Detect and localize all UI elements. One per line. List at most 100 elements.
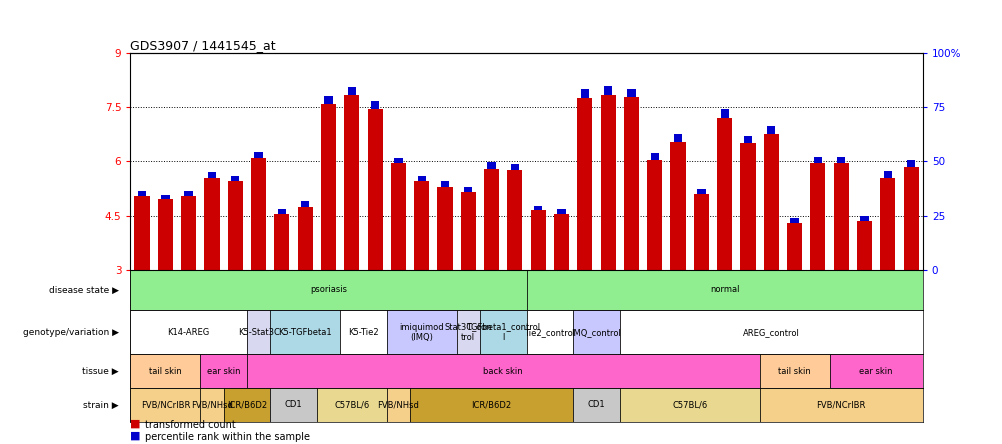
Bar <box>227 181 242 270</box>
Bar <box>787 223 802 270</box>
Text: normal: normal <box>709 285 738 294</box>
Text: disease state ▶: disease state ▶ <box>48 285 118 294</box>
Text: imiquimod
(IMQ): imiquimod (IMQ) <box>399 322 444 342</box>
Text: CD1: CD1 <box>587 400 604 409</box>
Bar <box>464 187 472 192</box>
Bar <box>837 157 845 163</box>
Bar <box>619 388 759 422</box>
Text: tail skin: tail skin <box>778 367 811 376</box>
Text: TGFbeta1_control
l: TGFbeta1_control l <box>466 322 540 342</box>
Bar <box>414 181 429 270</box>
Text: C57BL/6: C57BL/6 <box>671 400 706 409</box>
Bar <box>223 388 270 422</box>
Bar <box>530 210 545 270</box>
Bar <box>207 172 215 178</box>
Bar <box>767 127 775 135</box>
Bar <box>572 388 619 422</box>
Bar <box>719 109 728 118</box>
Bar <box>883 171 891 178</box>
Bar <box>572 310 619 354</box>
Bar <box>460 192 475 270</box>
Bar <box>526 310 572 354</box>
Bar <box>646 160 661 270</box>
Bar <box>810 163 825 270</box>
Text: ■: ■ <box>130 431 140 441</box>
Bar <box>324 96 333 104</box>
Text: ■: ■ <box>130 418 140 428</box>
Bar <box>344 95 359 270</box>
Bar <box>278 210 286 214</box>
Text: ICR/B6D2: ICR/B6D2 <box>471 400 511 409</box>
Bar <box>833 163 848 270</box>
Bar <box>348 87 356 95</box>
Text: CD1: CD1 <box>285 400 302 409</box>
Bar <box>829 354 922 388</box>
Bar <box>134 196 149 270</box>
Text: psoriasis: psoriasis <box>310 285 347 294</box>
Bar <box>557 210 565 214</box>
Bar <box>580 89 588 99</box>
Bar <box>441 181 449 187</box>
Bar <box>274 214 290 270</box>
Bar <box>246 354 759 388</box>
Bar <box>270 310 340 354</box>
Text: tissue ▶: tissue ▶ <box>82 367 118 376</box>
Bar <box>856 221 871 270</box>
Bar <box>230 176 239 181</box>
Bar <box>410 388 572 422</box>
Bar <box>181 196 196 270</box>
Text: FVB/NHsd: FVB/NHsd <box>377 400 419 409</box>
Bar <box>906 160 915 167</box>
Text: FVB/NHsd: FVB/NHsd <box>190 400 232 409</box>
Text: tail skin: tail skin <box>149 367 181 376</box>
Text: ear skin: ear skin <box>859 367 892 376</box>
Bar <box>480 310 526 354</box>
Bar <box>619 310 922 354</box>
Bar <box>130 270 526 310</box>
Bar <box>759 388 922 422</box>
Bar <box>437 187 452 270</box>
Bar <box>157 199 172 270</box>
Bar <box>626 89 635 96</box>
Bar <box>200 354 246 388</box>
Bar <box>184 191 192 196</box>
Bar <box>367 109 383 270</box>
Bar <box>161 195 169 199</box>
Text: genotype/variation ▶: genotype/variation ▶ <box>22 328 118 337</box>
Bar <box>250 158 266 270</box>
Bar <box>813 157 822 163</box>
Bar <box>137 191 146 196</box>
Text: IMQ_control: IMQ_control <box>571 328 621 337</box>
Text: back skin: back skin <box>483 367 523 376</box>
Bar <box>739 143 755 270</box>
Bar <box>860 216 868 221</box>
Bar <box>669 142 685 270</box>
Text: C57BL/6: C57BL/6 <box>334 400 369 409</box>
Bar <box>673 134 681 142</box>
Text: ear skin: ear skin <box>206 367 240 376</box>
Text: ICR/B6D2: ICR/B6D2 <box>226 400 267 409</box>
Bar <box>510 164 519 170</box>
Bar <box>301 201 309 206</box>
Bar <box>200 388 223 422</box>
Bar <box>790 218 798 223</box>
Bar <box>693 194 708 270</box>
Text: K14-AREG: K14-AREG <box>167 328 209 337</box>
Bar <box>130 354 200 388</box>
Bar <box>623 96 638 270</box>
Text: transformed count: transformed count <box>145 420 235 430</box>
Bar <box>603 86 611 95</box>
Text: AREG_control: AREG_control <box>742 328 799 337</box>
Bar <box>880 178 895 270</box>
Bar <box>650 153 658 160</box>
Text: strain ▶: strain ▶ <box>83 400 118 409</box>
Bar <box>130 310 246 354</box>
Bar <box>577 99 592 270</box>
Bar <box>321 104 336 270</box>
Bar <box>394 158 402 163</box>
Text: percentile rank within the sample: percentile rank within the sample <box>145 432 311 442</box>
Bar <box>553 214 568 270</box>
Bar <box>246 310 270 354</box>
Bar <box>204 178 219 270</box>
Bar <box>533 206 542 210</box>
